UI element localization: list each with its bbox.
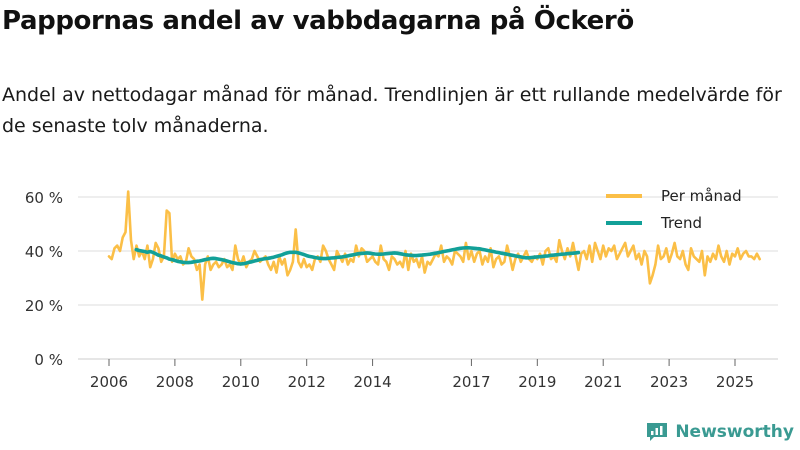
brand: Newsworthy	[645, 420, 794, 444]
y-tick-label: 20 %	[25, 297, 63, 315]
x-tick-label: 2025	[716, 373, 754, 391]
x-axis: 2006 2008 2010 2012 2014 2017 2019 2021 2023 2025	[90, 359, 754, 391]
x-tick-label: 2010	[222, 373, 260, 391]
y-tick-label: 0 %	[34, 351, 63, 369]
x-tick-label: 2006	[90, 373, 128, 391]
y-tick-label: 40 %	[25, 243, 63, 261]
legend-label: Trend	[660, 214, 702, 232]
brand-name: Newsworthy	[675, 422, 794, 442]
x-tick-label: 2017	[452, 373, 490, 391]
grid-lines	[78, 196, 778, 360]
x-tick-label: 2012	[288, 373, 326, 391]
x-tick-label: 2008	[156, 373, 194, 391]
plot-area	[107, 190, 761, 301]
series-per-manad-line	[107, 190, 761, 301]
y-axis: 0 % 20 % 40 % 60 %	[25, 189, 63, 369]
series-trend-line	[134, 246, 581, 266]
x-tick-label: 2023	[650, 373, 688, 391]
x-tick-label: 2021	[584, 373, 622, 391]
x-tick-label: 2014	[353, 373, 391, 391]
y-tick-label: 60 %	[25, 189, 63, 207]
legend-label: Per månad	[661, 187, 742, 205]
legend: Per månad Trend	[606, 187, 742, 232]
chart-subtitle: Andel av nettodagar månad för månad. Tre…	[2, 84, 782, 137]
chart-title: Pappornas andel av vabbdagarna på Öckerö	[2, 6, 634, 36]
newsworthy-logo-icon	[647, 423, 668, 441]
x-tick-label: 2019	[518, 373, 556, 391]
